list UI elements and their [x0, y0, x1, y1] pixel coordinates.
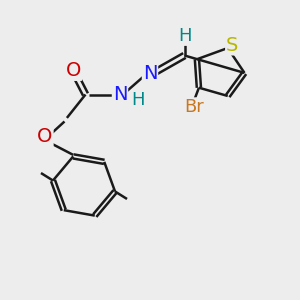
Text: H: H [131, 91, 145, 109]
Text: N: N [113, 85, 127, 104]
Text: O: O [66, 61, 81, 80]
Text: Br: Br [184, 98, 204, 116]
Text: H: H [178, 27, 191, 45]
Text: S: S [226, 35, 239, 55]
Text: N: N [143, 64, 157, 83]
Text: O: O [37, 127, 53, 146]
